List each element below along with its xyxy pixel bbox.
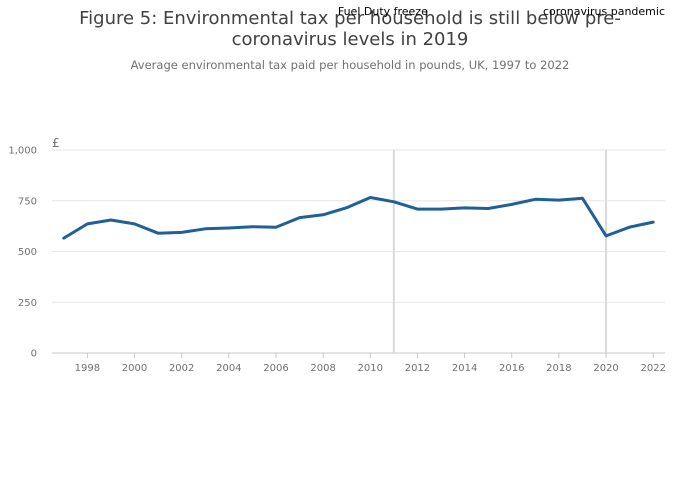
series-layer <box>62 196 655 240</box>
data-point <box>274 226 278 229</box>
chart-subtitle: Average environmental tax paid per house… <box>131 58 570 72</box>
annotation-lines <box>392 150 608 353</box>
annotation-labels: Fuel Duty freeze coronavirus pandemic <box>338 5 665 18</box>
y-axis-ticks: 0 250 500 750 1,000 <box>8 146 37 360</box>
x-tick-label: 2022 <box>640 363 665 374</box>
data-point <box>510 203 513 206</box>
y-tick-label: 1,000 <box>8 146 37 157</box>
data-point <box>62 236 65 240</box>
data-point <box>204 227 207 230</box>
data-point <box>156 232 160 235</box>
x-tick-label: 1998 <box>75 363 100 374</box>
x-tick-label: 2016 <box>499 363 524 374</box>
x-tick-label: 2002 <box>169 363 194 374</box>
x-tick-label: 2014 <box>452 363 477 374</box>
y-tick-label: 500 <box>18 247 37 258</box>
data-point <box>557 198 561 202</box>
gridlines <box>52 149 665 354</box>
data-point <box>298 216 301 219</box>
y-tick-label: 0 <box>31 349 37 360</box>
data-point <box>369 196 372 199</box>
data-point <box>604 234 608 238</box>
data-point <box>251 225 254 228</box>
x-tick-label: 2000 <box>122 363 147 374</box>
data-point <box>180 231 183 234</box>
x-tick-label: 2004 <box>216 363 241 374</box>
data-point <box>439 207 443 211</box>
data-point <box>486 207 490 210</box>
data-point <box>109 218 113 222</box>
data-point <box>86 222 89 226</box>
data-point <box>463 206 466 210</box>
y-tick-label: 250 <box>18 298 37 309</box>
data-point <box>345 206 348 209</box>
data-point <box>652 220 655 224</box>
y-tick-label: 750 <box>18 196 37 207</box>
annotation-label: Fuel Duty freeze <box>338 5 428 18</box>
data-point <box>227 226 231 230</box>
x-tick-label: 2018 <box>546 363 571 374</box>
x-tick-label: 2012 <box>405 363 430 374</box>
data-point <box>321 213 325 216</box>
x-tick-label: 2020 <box>593 363 618 374</box>
chart-title-line-2: coronavirus levels in 2019 <box>232 29 469 50</box>
data-point <box>392 200 396 203</box>
annotation-label: coronavirus pandemic <box>543 5 665 18</box>
x-tick-label: 2010 <box>358 363 383 374</box>
x-tick-label: 2006 <box>263 363 288 374</box>
x-tick-label: 2008 <box>310 363 335 374</box>
data-point <box>416 207 419 211</box>
data-point <box>628 225 631 229</box>
y-axis-unit-label: £ <box>52 136 60 150</box>
data-point <box>534 198 537 201</box>
data-point <box>133 222 136 226</box>
data-point <box>581 197 584 200</box>
chart-title-line-1: Figure 5: Environmental tax per househol… <box>79 8 621 29</box>
x-axis-ticks: 1998 2000 2002 2004 2006 2008 2010 2012 2014 2016… <box>75 353 666 374</box>
series-line <box>62 196 655 240</box>
